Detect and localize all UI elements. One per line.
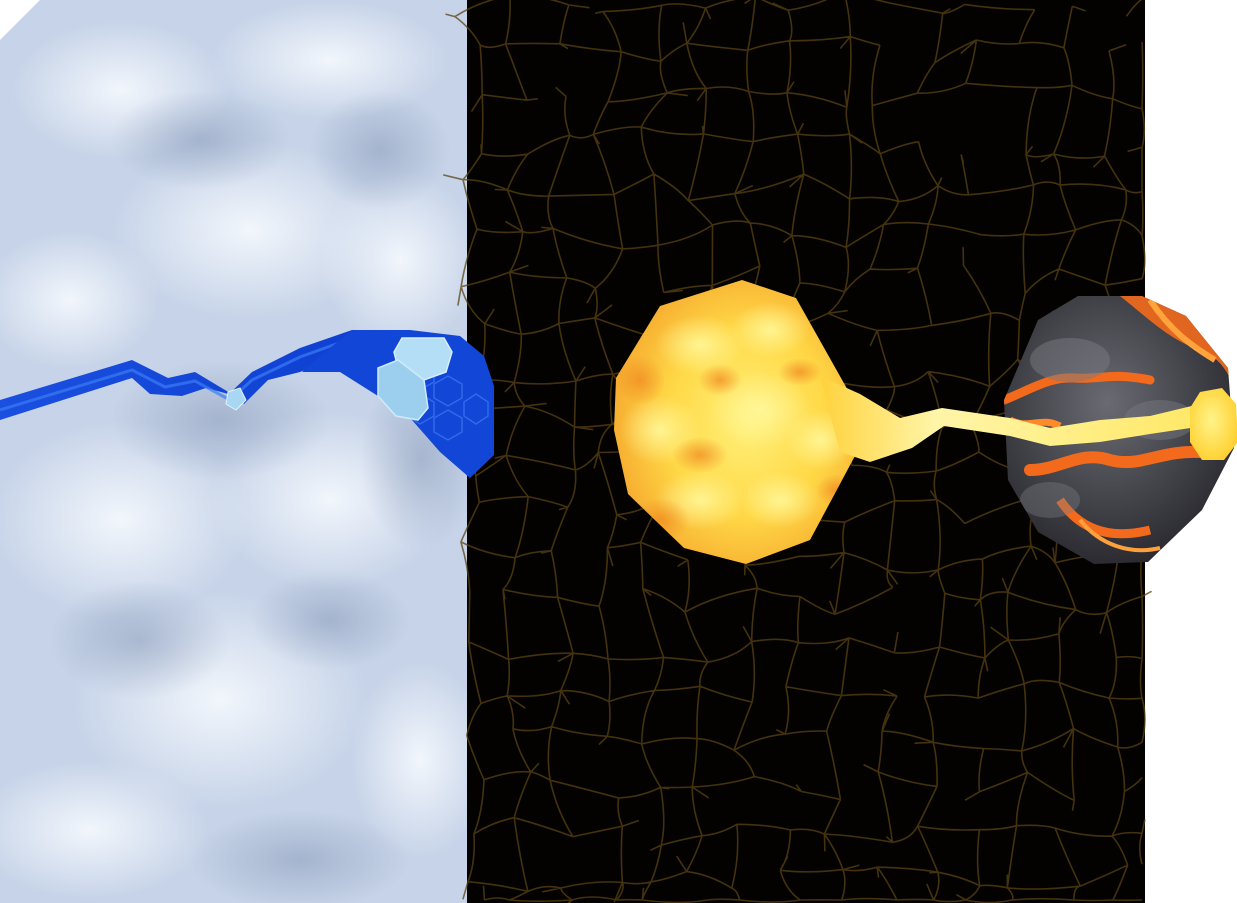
lava-source <box>1190 388 1237 460</box>
water-stream <box>0 330 368 420</box>
lava-stream <box>820 376 1204 462</box>
ice-chunks <box>225 337 453 421</box>
lava-pool <box>614 280 856 564</box>
snow-field <box>0 0 490 903</box>
